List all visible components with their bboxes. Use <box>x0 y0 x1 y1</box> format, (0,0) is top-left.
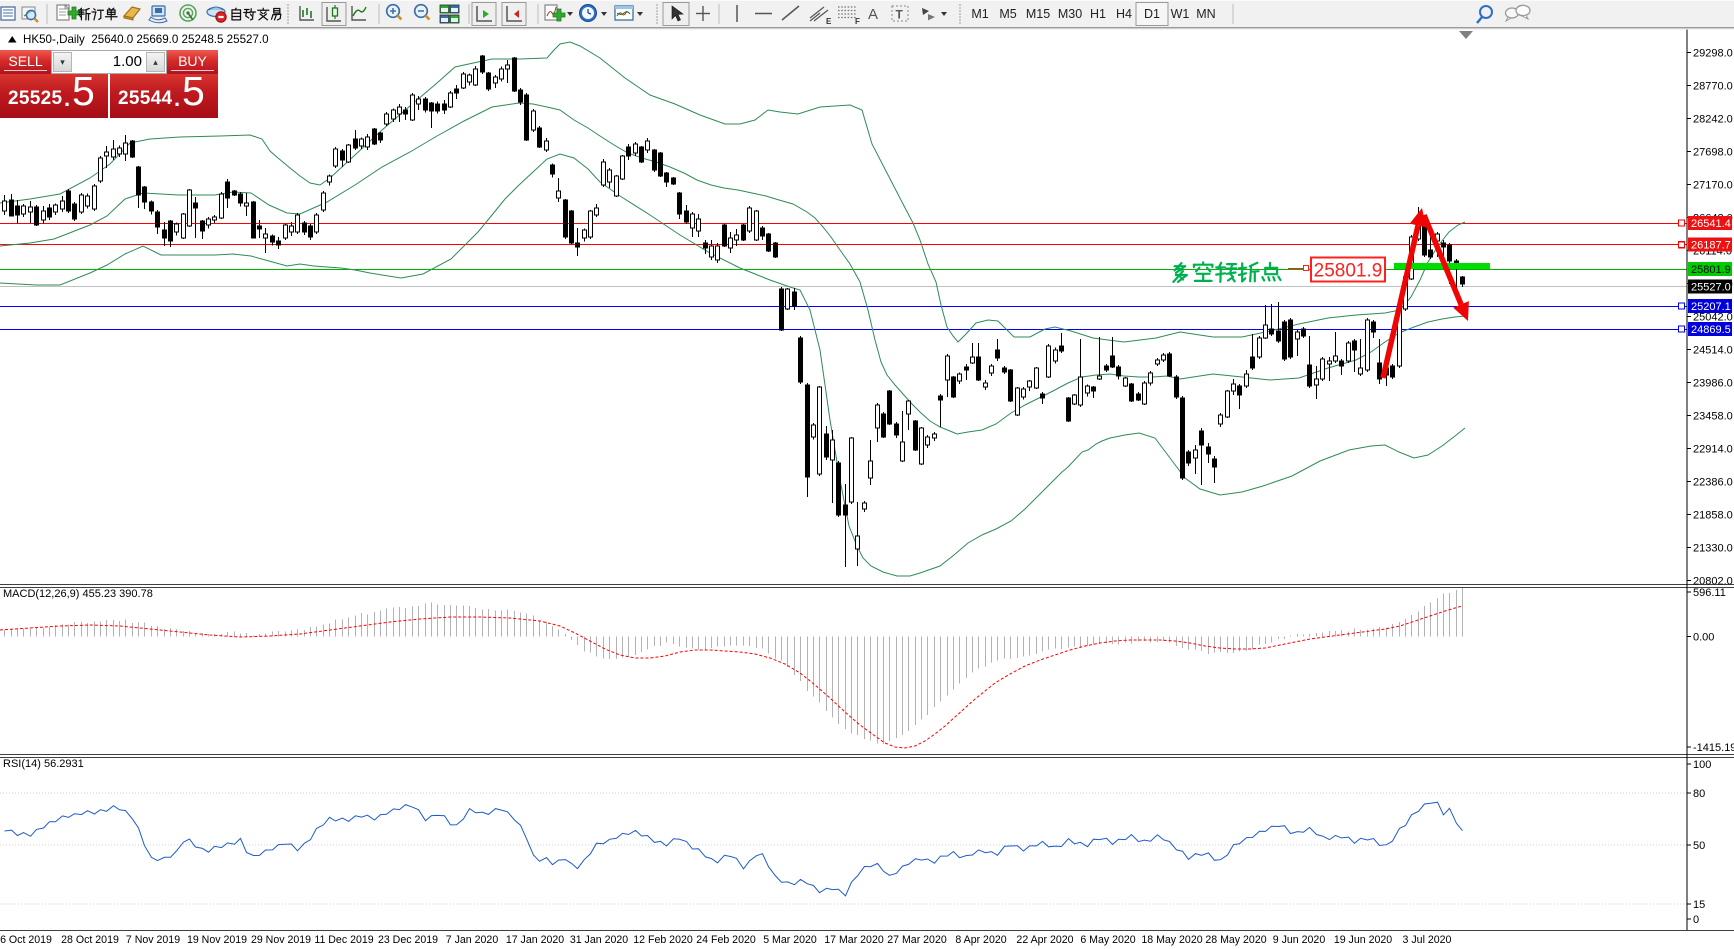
svg-text:9 Jun 2020: 9 Jun 2020 <box>1273 934 1326 946</box>
svg-text:27 Mar 2020: 27 Mar 2020 <box>887 934 947 946</box>
svg-text:7 Nov 2019: 7 Nov 2019 <box>126 934 180 946</box>
svg-text:8 Apr 2020: 8 Apr 2020 <box>955 934 1006 946</box>
svg-text:25207.1: 25207.1 <box>1691 301 1731 313</box>
svg-text:T: T <box>896 8 904 22</box>
svg-text:22914.0: 22914.0 <box>1693 443 1733 455</box>
svg-text:80: 80 <box>1693 788 1705 800</box>
svg-text:50: 50 <box>1693 840 1705 852</box>
svg-text:20802.0: 20802.0 <box>1693 575 1733 587</box>
svg-text:23986.0: 23986.0 <box>1693 377 1733 389</box>
svg-text:23 Dec 2019: 23 Dec 2019 <box>378 934 438 946</box>
svg-text:M30: M30 <box>1058 7 1082 21</box>
svg-text:A: A <box>868 6 878 23</box>
svg-text:17 Jan 2020: 17 Jan 2020 <box>506 934 564 946</box>
svg-text:0.00: 0.00 <box>1693 632 1714 644</box>
svg-text:596.11: 596.11 <box>1693 587 1726 599</box>
svg-text:24869.5: 24869.5 <box>1691 324 1731 336</box>
svg-text:29 Nov 2019: 29 Nov 2019 <box>251 934 311 946</box>
svg-text:-1415.19: -1415.19 <box>1693 742 1734 754</box>
svg-text:18 May 2020: 18 May 2020 <box>1141 934 1202 946</box>
svg-text:M15: M15 <box>1026 7 1050 21</box>
svg-text:F: F <box>855 17 860 26</box>
svg-text:19 Nov 2019: 19 Nov 2019 <box>187 934 247 946</box>
svg-text:H1: H1 <box>1090 7 1106 21</box>
svg-text:M5: M5 <box>999 7 1016 21</box>
svg-text:100: 100 <box>1693 759 1711 771</box>
svg-text:D1: D1 <box>1144 7 1160 21</box>
svg-text:29298.0: 29298.0 <box>1693 47 1733 59</box>
svg-text:RSI(14) 56.2931: RSI(14) 56.2931 <box>3 758 84 770</box>
svg-text:HK50-,Daily 25640.0 25669.0 2: HK50-,Daily 25640.0 25669.0 25248.5 2552… <box>23 33 269 46</box>
svg-text:28770.0: 28770.0 <box>1693 80 1733 92</box>
svg-text:5 Mar 2020: 5 Mar 2020 <box>763 934 817 946</box>
svg-text:25042.0: 25042.0 <box>1693 311 1733 323</box>
svg-text:6 May 2020: 6 May 2020 <box>1080 934 1135 946</box>
svg-text:31 Jan 2020: 31 Jan 2020 <box>570 934 628 946</box>
svg-text:E: E <box>826 17 832 26</box>
svg-text:MACD(12,26,9) 455.23 390.78: MACD(12,26,9) 455.23 390.78 <box>3 588 153 600</box>
svg-text:M1: M1 <box>971 7 988 21</box>
svg-text:7 Jan 2020: 7 Jan 2020 <box>446 934 499 946</box>
svg-text:25801.9: 25801.9 <box>1314 261 1383 282</box>
svg-text:28 May 2020: 28 May 2020 <box>1205 934 1266 946</box>
svg-text:22 Apr 2020: 22 Apr 2020 <box>1016 934 1073 946</box>
svg-text:28 Oct 2019: 28 Oct 2019 <box>61 934 119 946</box>
svg-text:25527.0: 25527.0 <box>1691 282 1731 294</box>
svg-text:12 Feb 2020: 12 Feb 2020 <box>633 934 693 946</box>
svg-text:26187.7: 26187.7 <box>1691 240 1731 252</box>
svg-text:24514.0: 24514.0 <box>1693 344 1733 356</box>
svg-text:H4: H4 <box>1116 7 1132 21</box>
svg-text:25801.9: 25801.9 <box>1691 264 1731 276</box>
svg-text:23458.0: 23458.0 <box>1693 410 1733 422</box>
svg-text:27698.0: 27698.0 <box>1693 146 1733 158</box>
svg-text:MN: MN <box>1196 7 1215 21</box>
svg-text:24 Feb 2020: 24 Feb 2020 <box>696 934 756 946</box>
svg-text:W1: W1 <box>1171 7 1190 21</box>
svg-text:21330.0: 21330.0 <box>1693 542 1733 554</box>
svg-text:27170.0: 27170.0 <box>1693 179 1733 191</box>
svg-text:11 Dec 2019: 11 Dec 2019 <box>314 934 373 946</box>
svg-text:3 Jul 2020: 3 Jul 2020 <box>1403 934 1452 946</box>
svg-text:26541.4: 26541.4 <box>1691 218 1731 230</box>
svg-text:15: 15 <box>1693 899 1705 911</box>
svg-text:21858.0: 21858.0 <box>1693 509 1733 521</box>
svg-text:22386.0: 22386.0 <box>1693 476 1733 488</box>
svg-text:17 Mar 2020: 17 Mar 2020 <box>824 934 884 946</box>
svg-text:19 Jun 2020: 19 Jun 2020 <box>1334 934 1392 946</box>
svg-text:0: 0 <box>1693 914 1699 926</box>
svg-text:6 Oct 2019: 6 Oct 2019 <box>0 934 52 946</box>
svg-text:28242.0: 28242.0 <box>1693 113 1733 125</box>
